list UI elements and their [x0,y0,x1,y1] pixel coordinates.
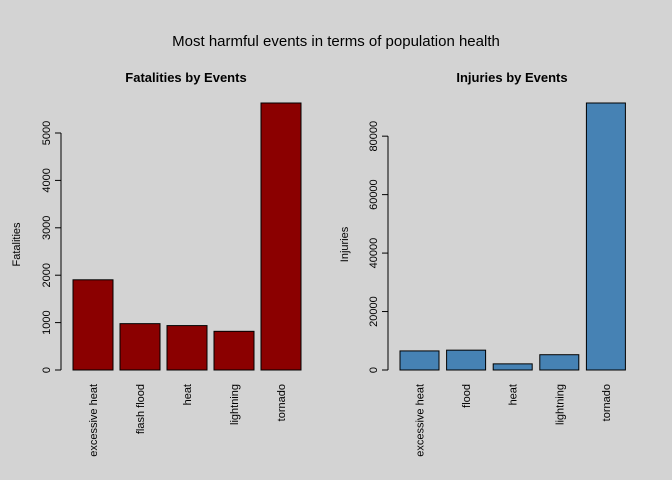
panel-2-category-label: flood [461,384,473,408]
panel-1-y-tick-label: 2000 [41,263,53,287]
main-title: Most harmful events in terms of populati… [172,33,500,50]
panel-1-y-tick-label: 0 [41,367,53,373]
panel-2-y-tick-label: 60000 [368,179,380,210]
panel-1-bar-heat [166,325,208,371]
panel-2-y-tick-label: 0 [368,367,380,373]
panel-1-category-label: lightning [229,384,241,425]
panel-2-category-label: lightning [554,384,566,425]
panel-1-category-label: heat [182,384,194,405]
panel-1-bar-tornado [260,102,302,371]
panel-2-category-label: heat [508,384,520,405]
panel-1-y-axis-label: Fatalities [11,222,23,267]
panel-1-y-tick-label: 1000 [41,310,53,334]
panel-1-category-label: tornado [276,384,288,421]
panel-1-bar-flash-flood [119,323,161,371]
panel-2-bar-heat [492,363,533,371]
panel-1-bar-excessive-heat [72,279,114,371]
panel-1-y-tick-label: 4000 [41,168,53,192]
panel-2-y-tick-label: 80000 [368,121,380,152]
panel-1-category-label: flash flood [135,384,147,434]
panel-2-category-label: excessive heat [415,384,427,457]
panel-2-bar-lightning [539,354,580,371]
panel-2-y-axis-label: Injuries [339,226,351,262]
panel-2-y-tick-label: 40000 [368,238,380,269]
panel-1-bar-lightning [213,330,255,371]
panel-2-bar-tornado [585,102,626,371]
panel-2-title: Injuries by Events [456,70,567,85]
panel-2-category-label: tornado [601,384,613,421]
panel-2-y-tick-label: 20000 [368,296,380,327]
panel-1-y-tick-label: 5000 [41,121,53,145]
panel-1-category-label: excessive heat [88,384,100,457]
panel-1-y-tick-label: 3000 [41,216,53,240]
panel-2-bar-excessive-heat [399,350,440,371]
panel-1-title: Fatalities by Events [125,70,246,85]
panel-2-bar-flood [446,349,487,371]
